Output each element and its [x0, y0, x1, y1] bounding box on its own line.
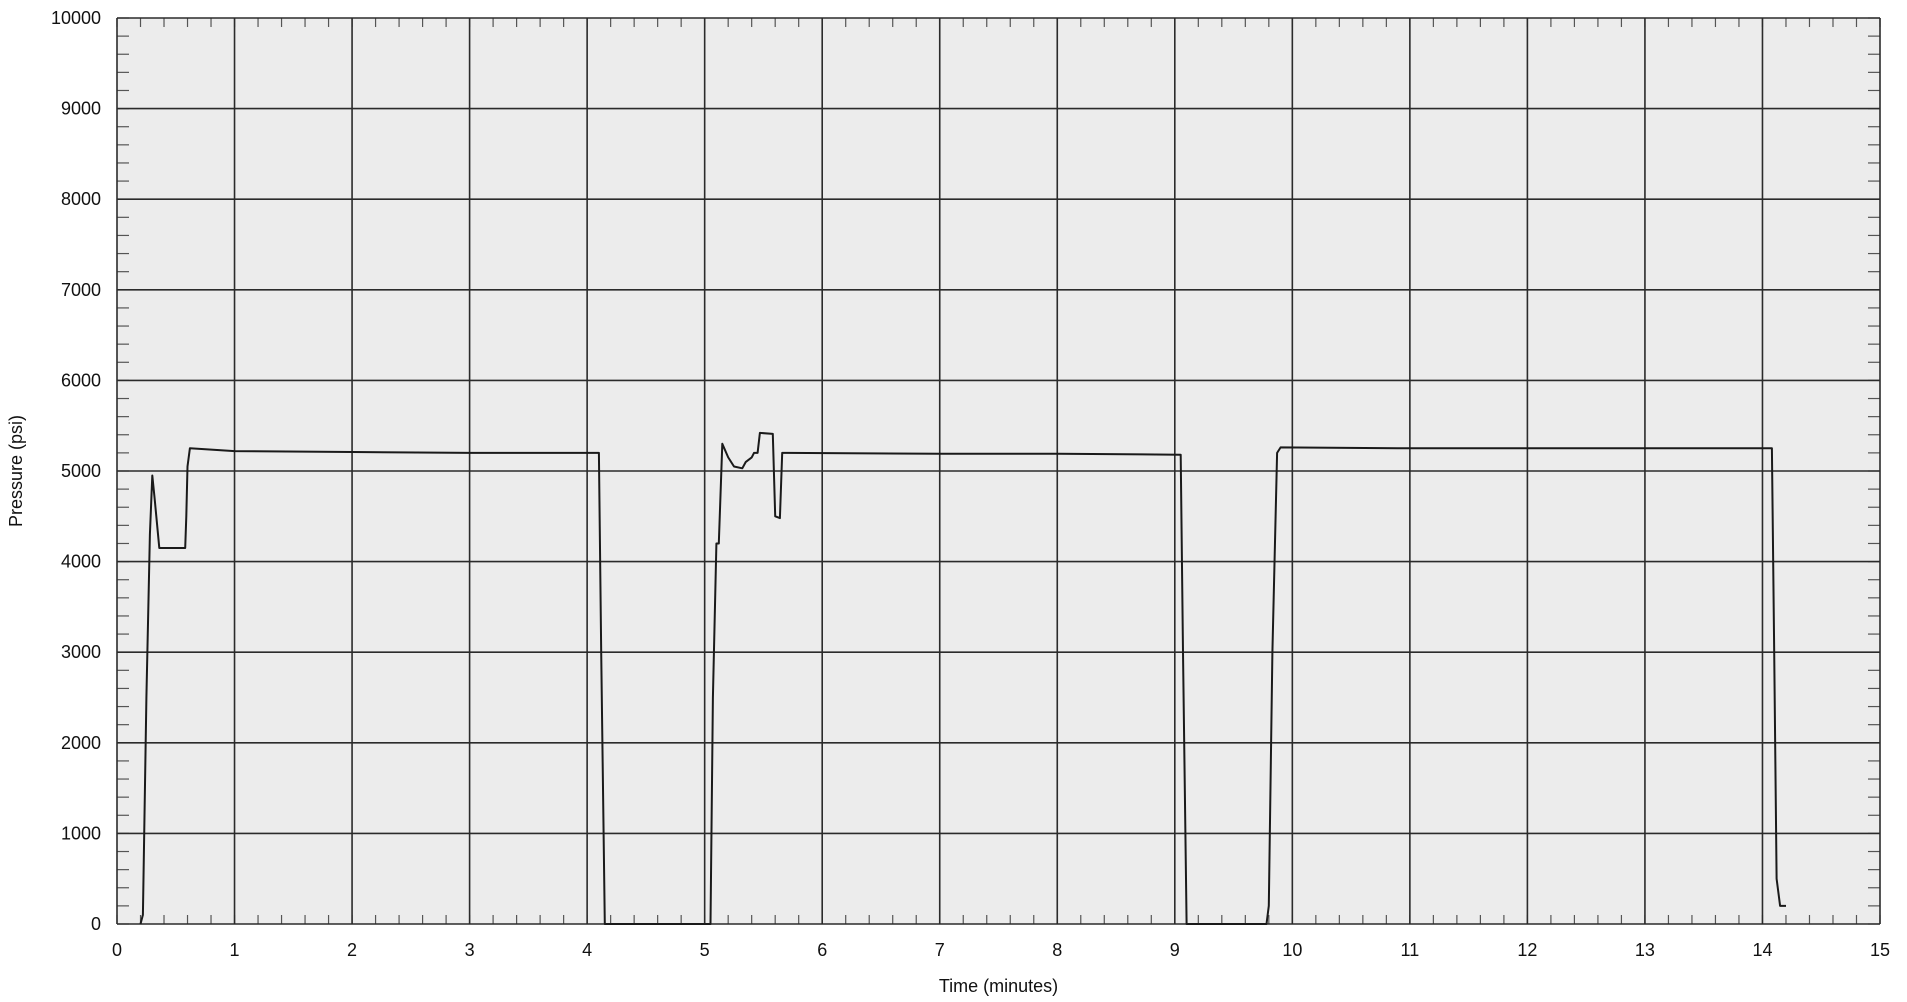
- y-tick-label: 4000: [61, 552, 101, 572]
- grid-lines: [116, 17, 1881, 925]
- x-axis-title: Time (minutes): [939, 976, 1058, 996]
- y-tick-labels: 0 1000 2000 3000 4000 5000 6000 7000 8000 9000 100…: [51, 8, 101, 934]
- x-tick-label: 3: [465, 940, 475, 960]
- x-tick-label: 0: [112, 940, 122, 960]
- y-tick-label: 7000: [61, 280, 101, 300]
- x-tick-label: 7: [935, 940, 945, 960]
- x-tick-label: 4: [582, 940, 592, 960]
- y-tick-label: 10000: [51, 8, 101, 28]
- x-tick-label: 1: [230, 940, 240, 960]
- x-tick-label: 13: [1635, 940, 1655, 960]
- y-tick-label: 0: [91, 914, 101, 934]
- pressure-series-line: [139, 431, 1786, 925]
- y-tick-label: 6000: [61, 370, 101, 390]
- y-tick-label: 5000: [61, 461, 101, 481]
- x-tick-label: 14: [1752, 940, 1772, 960]
- y-tick-label: 1000: [61, 823, 101, 843]
- x-tick-label: 15: [1870, 940, 1890, 960]
- x-tick-label: 8: [1052, 940, 1062, 960]
- x-tick-label: 10: [1282, 940, 1302, 960]
- x-tick-label: 9: [1170, 940, 1180, 960]
- y-axis-title: Pressure (psi): [6, 415, 26, 527]
- y-tick-label: 9000: [61, 99, 101, 119]
- y-tick-label: 8000: [61, 189, 101, 209]
- x-tick-label: 5: [700, 940, 710, 960]
- y-tick-label: 3000: [61, 642, 101, 662]
- x-tick-label: 12: [1517, 940, 1537, 960]
- x-tick-label: 6: [817, 940, 827, 960]
- x-tick-label: 11: [1401, 940, 1420, 960]
- y-tick-label: 2000: [61, 733, 101, 753]
- x-tick-label: 2: [347, 940, 357, 960]
- series-group: [139, 431, 1786, 925]
- x-tick-labels: 0 1 2 3 4 5 6 7 8 9 10 11 12 13 14 15: [112, 940, 1890, 960]
